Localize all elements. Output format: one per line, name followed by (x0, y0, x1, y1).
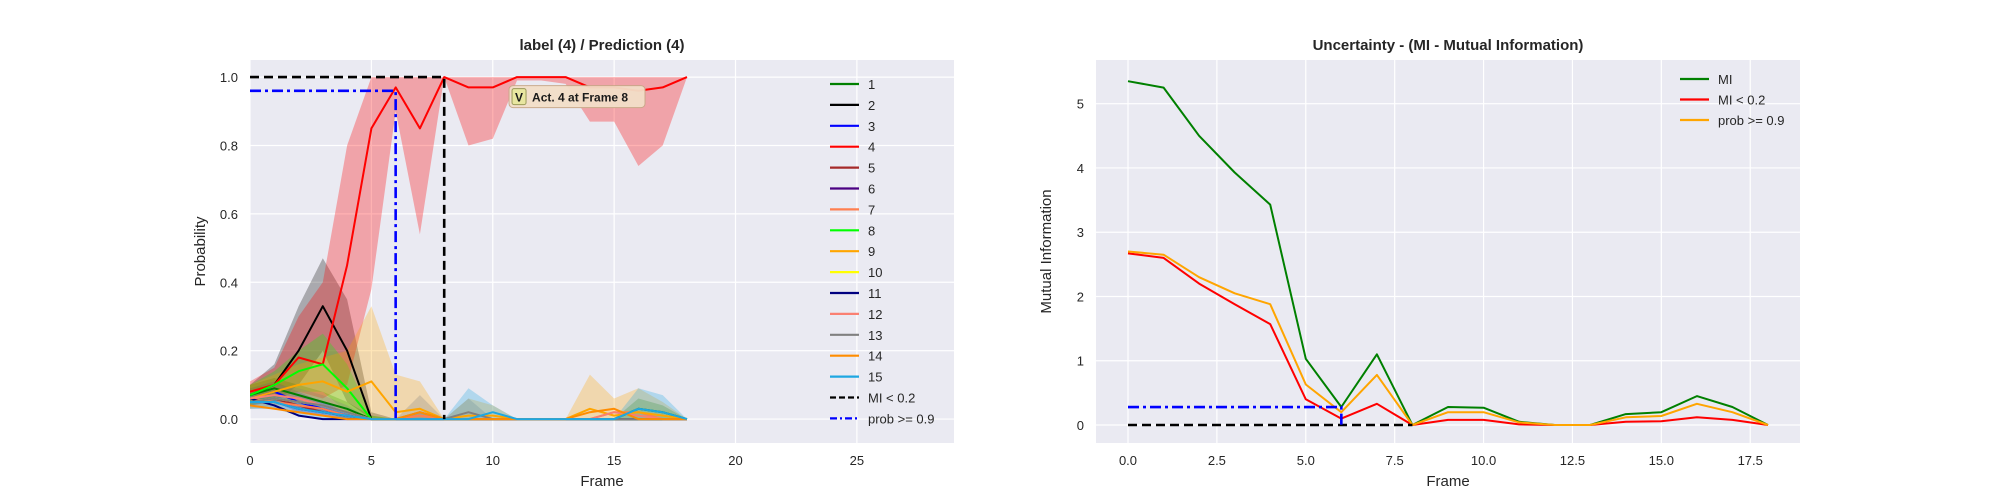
x-tick-label: 17.5 (1738, 453, 1763, 468)
y-axis-label: Probability (192, 216, 209, 287)
x-tick-label: 10 (486, 453, 500, 468)
legend-label: 12 (868, 307, 882, 322)
legend-label: 2 (868, 98, 875, 113)
reference-line-0 (250, 75, 446, 420)
legend-label: 15 (868, 370, 882, 385)
y-tick-label: 3 (1077, 225, 1084, 240)
x-tick-label: 25 (850, 453, 864, 468)
series-band-13 (250, 384, 687, 420)
legend-label: 6 (868, 182, 875, 197)
legend-label: 3 (868, 119, 875, 134)
legend-label: 11 (868, 286, 882, 301)
series-band-1 (250, 378, 687, 420)
x-tick-label: 15.0 (1649, 453, 1674, 468)
panel-uncertainty: 0.0 2.5 5.0 7.5 10.0 12.5 15.0 17.5 0 1 2 3 4 5 Uncert… (1038, 37, 1800, 490)
legend-label: 14 (868, 349, 882, 364)
chart-title: label (4) / Prediction (4) (519, 37, 684, 54)
legend-label: MI < 0.2 (1718, 93, 1765, 108)
legend-label: 13 (868, 328, 882, 343)
y-tick-label: 0.4 (220, 275, 238, 290)
series-band-15 (250, 388, 687, 420)
x-axis-label: Frame (580, 473, 623, 490)
y-tick-label: 4 (1077, 161, 1084, 176)
y-tick-label: 2 (1077, 289, 1084, 304)
x-axis-label: Frame (1426, 473, 1469, 490)
chart-title: Uncertainty - (MI - Mutual Information) (1313, 37, 1584, 54)
annotation-text: Act. 4 at Frame 8 (532, 91, 628, 105)
y-tick-label: 0.6 (220, 207, 238, 222)
legend-label: 10 (868, 265, 882, 280)
x-tick-label: 15 (607, 453, 621, 468)
y-tick-label: 1.0 (220, 70, 238, 85)
legend-label: 1 (868, 77, 875, 92)
legend: MI MI < 0.2 prob >= 0.9 (1680, 72, 1785, 128)
x-tick-label: 0 (246, 453, 253, 468)
plot-content (1127, 80, 1769, 427)
legend-label: 5 (868, 161, 875, 176)
y-tick-label: 0.8 (220, 138, 238, 153)
series-band-4 (250, 77, 687, 402)
legend-label: MI < 0.2 (868, 391, 915, 406)
x-tick-label: 7.5 (1386, 453, 1404, 468)
x-tick-label: 12.5 (1560, 453, 1585, 468)
series-line-prob >= 0.9 (1127, 250, 1769, 426)
y-tick-label: 1 (1077, 354, 1084, 369)
series-band-9 (250, 306, 687, 420)
y-tick-label: 0.2 (220, 344, 238, 359)
legend-label: prob >= 0.9 (868, 411, 935, 426)
y-axis-label: Mutual Information (1038, 189, 1055, 313)
series-band-8 (250, 333, 687, 420)
annotation-marker: V (515, 91, 523, 105)
legend-label: 4 (868, 140, 875, 155)
x-tick-label: 5 (368, 453, 375, 468)
annotation-marker-box (511, 88, 527, 106)
reference-line-1 (250, 89, 397, 420)
y-tick-label: 5 (1077, 97, 1084, 112)
y-tick-label: 0 (1077, 418, 1084, 433)
x-tick-label: 0.0 (1119, 453, 1137, 468)
reference-line-1 (1128, 405, 1343, 426)
y-tick-label: 0.0 (220, 412, 238, 427)
series-line-9 (250, 380, 688, 421)
legend-label: 9 (868, 244, 875, 259)
legend-label: 8 (868, 223, 875, 238)
x-tick-label: 2.5 (1208, 453, 1226, 468)
series-line-MI < 0.2 (1127, 252, 1769, 426)
legend-label: prob >= 0.9 (1718, 113, 1785, 128)
legend-label: 7 (868, 202, 875, 217)
series-line-15 (250, 401, 688, 421)
annotation-box (508, 85, 646, 109)
series-line-MI (1127, 80, 1769, 426)
legend-label: MI (1718, 72, 1732, 87)
plot-area (1096, 60, 1800, 443)
series-band-2 (250, 258, 687, 420)
x-tick-label: 5.0 (1297, 453, 1315, 468)
x-tick-label: 20 (728, 453, 742, 468)
x-tick-label: 10.0 (1471, 453, 1496, 468)
